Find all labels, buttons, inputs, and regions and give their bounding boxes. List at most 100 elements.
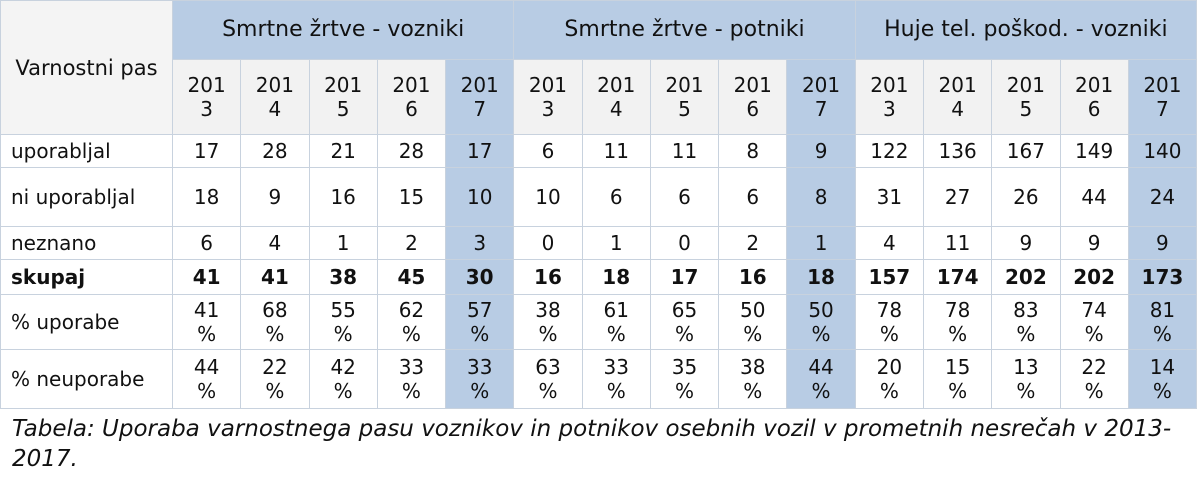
cell: 68 % — [240, 294, 310, 350]
year-header: 2013 — [171, 59, 242, 135]
year-header: 2014 — [922, 59, 993, 135]
cell: 1 — [581, 226, 651, 260]
year-header: 2017 — [786, 59, 856, 135]
cell: 16 — [718, 259, 788, 295]
cell: 21 — [308, 134, 378, 168]
cell: 6 — [513, 134, 583, 168]
cell: 31 — [854, 167, 924, 227]
data-table: Varnostni pas Smrtne žrtve - vozniki Smrtn… — [0, 0, 1198, 409]
cell: 13 % — [991, 349, 1061, 409]
cell: 55 % — [308, 294, 378, 350]
cell: 167 — [991, 134, 1061, 168]
cell: 78 % — [854, 294, 924, 350]
cell: 61 % — [581, 294, 651, 350]
cell: 18 — [171, 167, 242, 227]
cell: 0 — [649, 226, 720, 260]
year-header: 2013 — [854, 59, 924, 135]
cell: 6 — [649, 167, 720, 227]
cell: 1 — [786, 226, 856, 260]
cell: 9 — [1127, 226, 1198, 260]
group-header: Smrtne žrtve - potniki — [513, 0, 856, 60]
row-label: neznano — [0, 226, 173, 260]
row-label: % uporabe — [0, 294, 173, 350]
year-header: 2015 — [308, 59, 378, 135]
cell: 74 % — [1059, 294, 1129, 350]
cell: 27 — [922, 167, 993, 227]
cell: 10 — [513, 167, 583, 227]
group-header: Smrtne žrtve - vozniki — [171, 0, 515, 60]
year-header: 2016 — [1059, 59, 1129, 135]
cell: 38 % — [718, 349, 788, 409]
year-header: 2014 — [240, 59, 310, 135]
cell: 2 — [376, 226, 447, 260]
cell: 122 — [854, 134, 924, 168]
table-row: neznano 6 4 1 2 3 0 1 0 2 1 4 11 9 9 9 — [0, 226, 1198, 260]
year-header: 2017 — [445, 59, 515, 135]
cell: 3 — [445, 226, 515, 260]
cell: 8 — [718, 134, 788, 168]
cell: 9 — [1059, 226, 1129, 260]
cell: 4 — [240, 226, 310, 260]
row-label: % neuporabe — [0, 349, 173, 409]
cell: 83 % — [991, 294, 1061, 350]
cell: 38 — [308, 259, 378, 295]
cell: 30 — [445, 259, 515, 295]
cell: 16 — [308, 167, 378, 227]
table-row: uporabljal 17 28 21 28 17 6 11 11 8 9 122 136 167 149 1… — [0, 134, 1198, 168]
row-label: ni uporabljal — [0, 167, 173, 227]
cell: 24 — [1127, 167, 1198, 227]
cell: 136 — [922, 134, 993, 168]
table-row: skupaj 41 41 38 45 30 16 18 17 16 18 157 174 202 202 17… — [0, 259, 1198, 295]
cell: 42 % — [308, 349, 378, 409]
cell: 20 % — [854, 349, 924, 409]
cell: 28 — [376, 134, 447, 168]
cell: 6 — [581, 167, 651, 227]
table-row: % uporabe 41 % 68 % 55 % 62 % 57 % 38 % 61 % 65 … — [0, 294, 1198, 350]
cell: 4 — [854, 226, 924, 260]
cell: 9 — [240, 167, 310, 227]
cell: 22 % — [1059, 349, 1129, 409]
cell: 44 % — [171, 349, 242, 409]
cell: 149 — [1059, 134, 1129, 168]
header-row: Varnostni pas Smrtne žrtve - vozniki Smrtn… — [0, 0, 1198, 135]
cell: 202 — [991, 259, 1061, 295]
cell: 173 — [1127, 259, 1198, 295]
year-header: 2015 — [649, 59, 720, 135]
cell: 44 — [1059, 167, 1129, 227]
year-header: 2013 — [513, 59, 583, 135]
cell: 57 % — [445, 294, 515, 350]
cell: 9 — [786, 134, 856, 168]
row-label: uporabljal — [0, 134, 173, 168]
cell: 18 — [786, 259, 856, 295]
cell: 15 — [376, 167, 447, 227]
cell: 41 — [171, 259, 242, 295]
cell: 41 % — [171, 294, 242, 350]
cell: 0 — [513, 226, 583, 260]
year-header: 2015 — [991, 59, 1061, 135]
cell: 33 % — [376, 349, 447, 409]
table-row: ni uporabljal 18 9 16 15 10 10 6 6 6 8 31 27 26 44 24 — [0, 167, 1198, 227]
cell: 63 % — [513, 349, 583, 409]
cell: 11 — [581, 134, 651, 168]
cell: 202 — [1059, 259, 1129, 295]
cell: 65 % — [649, 294, 720, 350]
cell: 1 — [308, 226, 378, 260]
cell: 41 — [240, 259, 310, 295]
cell: 157 — [854, 259, 924, 295]
cell: 11 — [922, 226, 993, 260]
cell: 16 — [513, 259, 583, 295]
cell: 8 — [786, 167, 856, 227]
cell: 38 % — [513, 294, 583, 350]
cell: 17 — [171, 134, 242, 168]
cell: 17 — [445, 134, 515, 168]
cell: 33 % — [445, 349, 515, 409]
cell: 6 — [171, 226, 242, 260]
cell: 33 % — [581, 349, 651, 409]
caption: Tabela: Uporaba varnostnega pasu vozniko… — [12, 416, 1172, 472]
cell: 6 — [718, 167, 788, 227]
cell: 11 — [649, 134, 720, 168]
year-header: 2016 — [718, 59, 788, 135]
cell: 28 — [240, 134, 310, 168]
cell: 81 % — [1127, 294, 1198, 350]
